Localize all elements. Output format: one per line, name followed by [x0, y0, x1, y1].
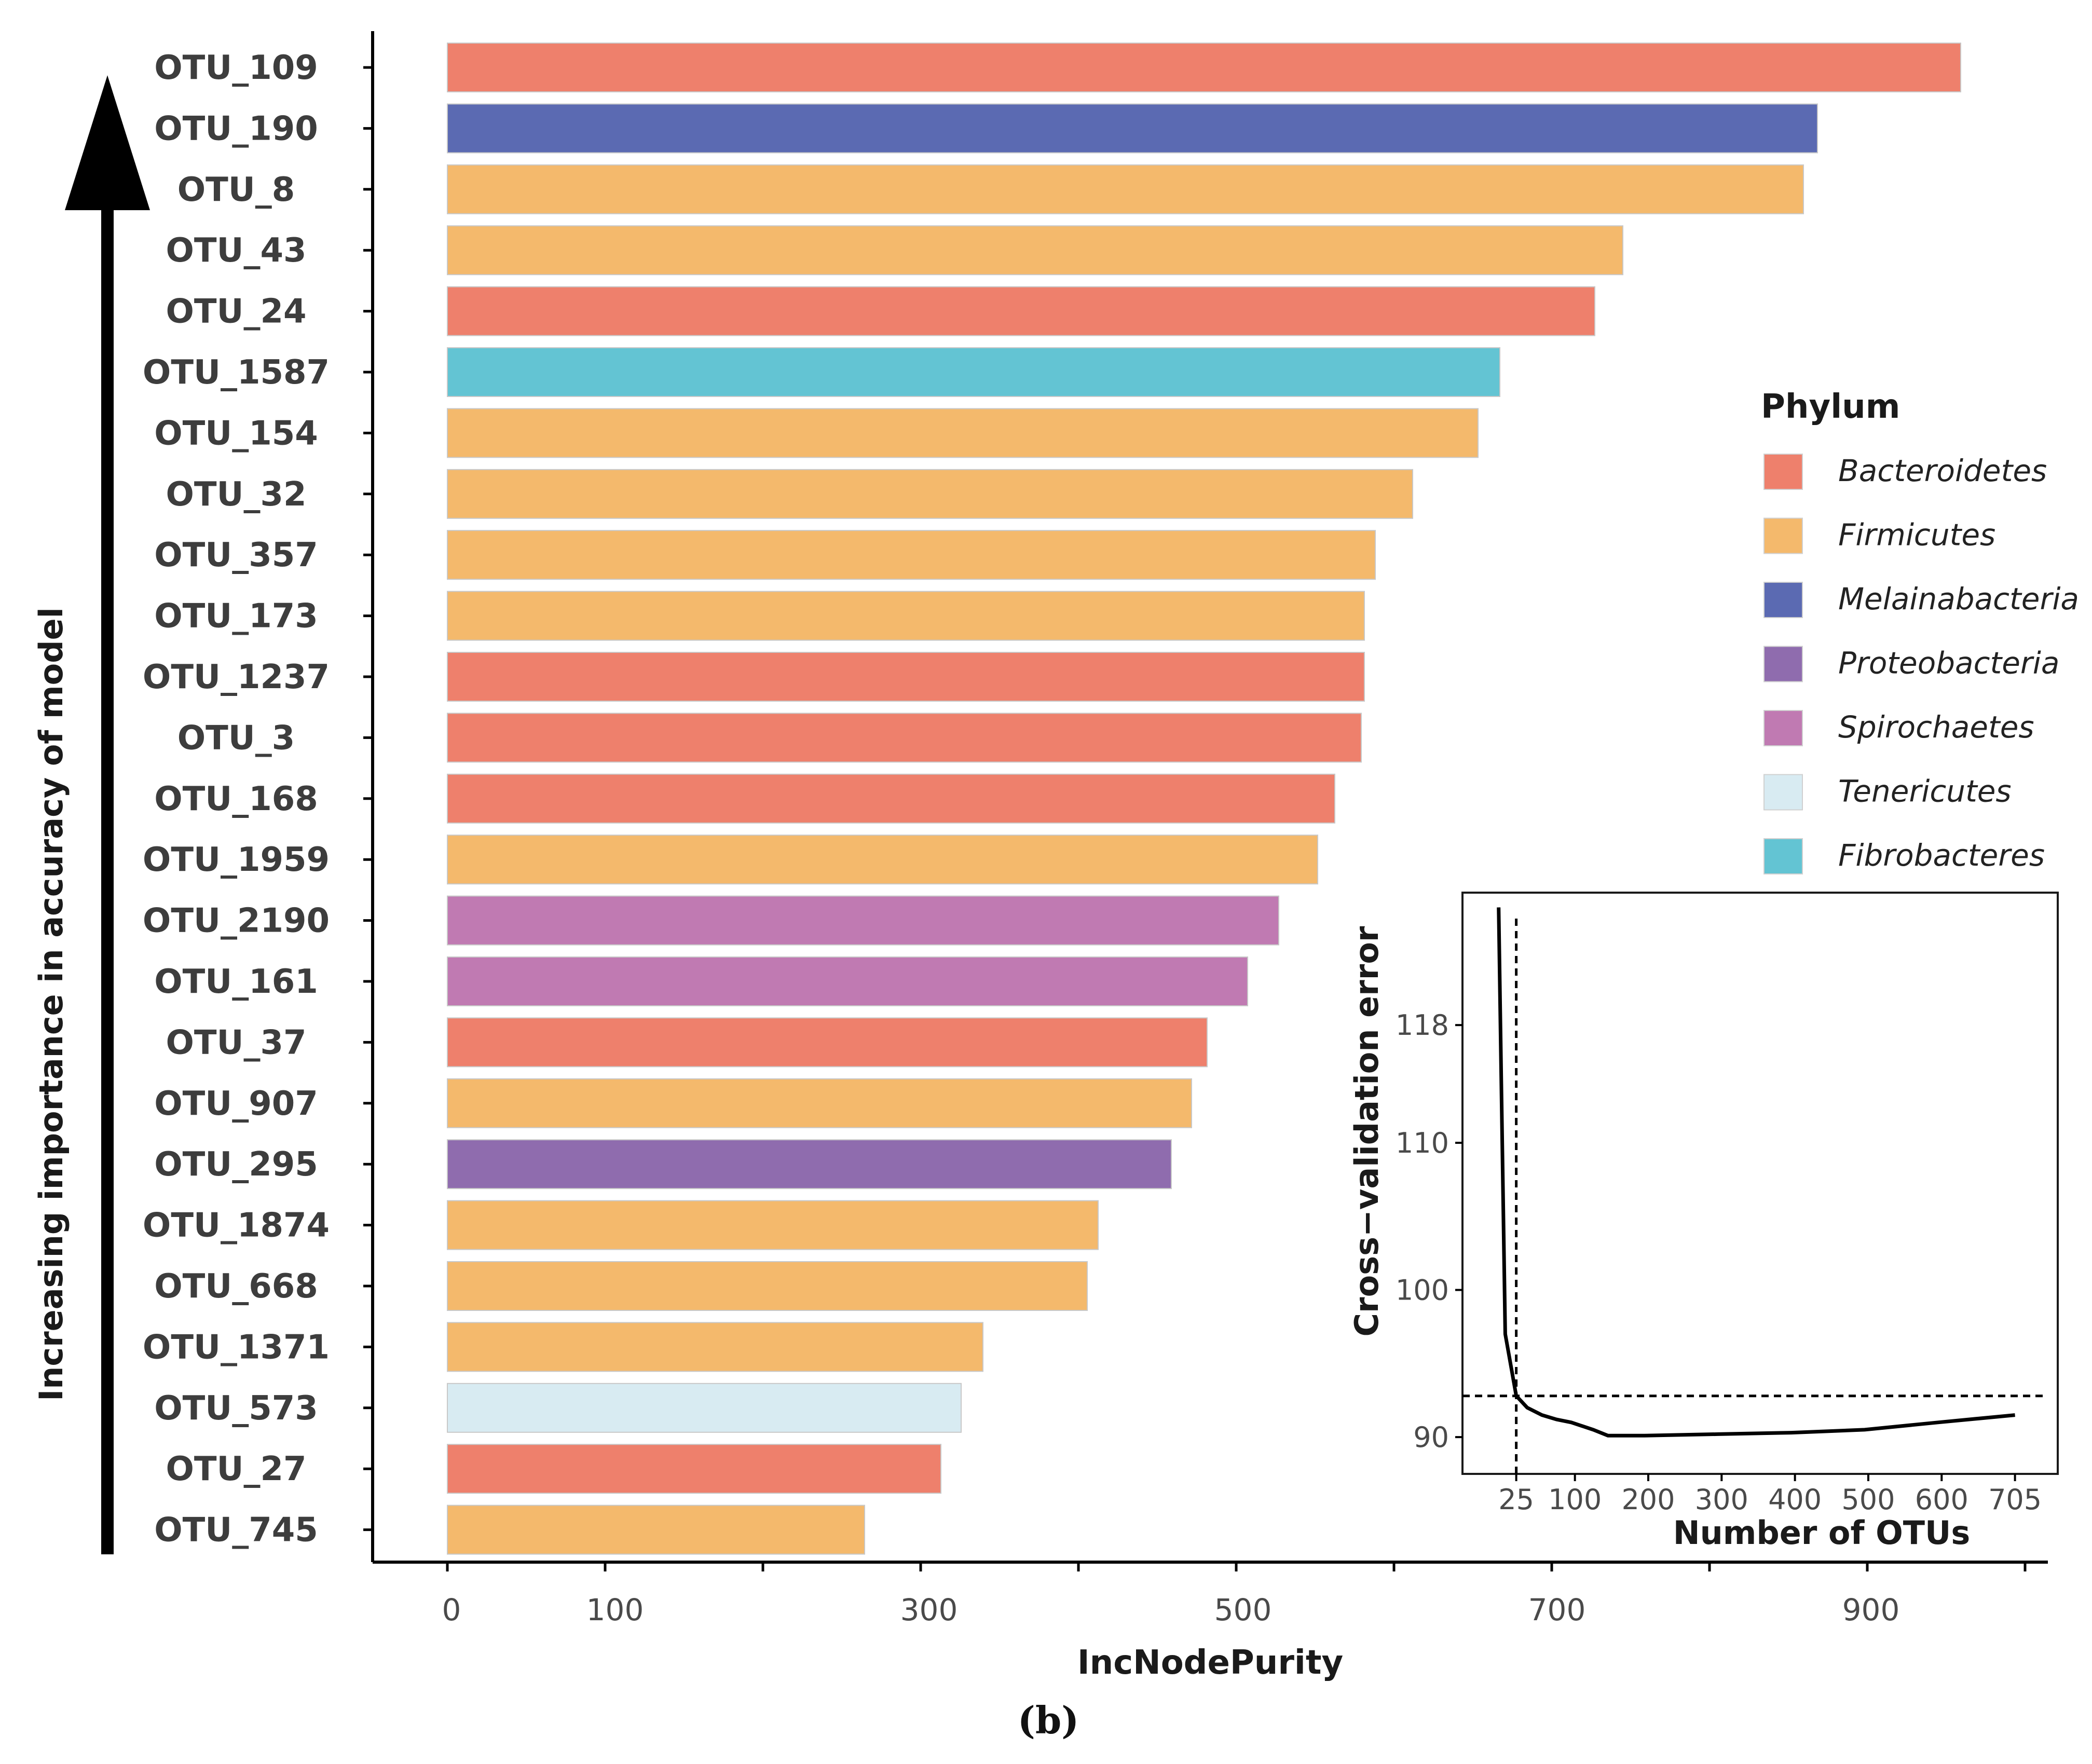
category-label: OTU_3 — [177, 719, 295, 757]
category-label: OTU_2190 — [143, 902, 330, 940]
main-axes — [371, 31, 2048, 1564]
inset-y-tick-label: 110 — [1396, 1127, 1449, 1159]
category-label: OTU_1237 — [143, 658, 330, 696]
category-label: OTU_573 — [154, 1389, 318, 1428]
bar-otu-1587 — [447, 347, 1500, 397]
legend-swatch — [1763, 646, 1803, 682]
category-label: OTU_109 — [154, 49, 318, 87]
importance-arrow — [65, 75, 150, 1554]
bar-otu-3 — [447, 713, 1362, 763]
x-axis-ticks: 0 100 300 500 700 900 — [442, 1562, 2027, 1628]
inset-plot: Number of OTUs Cross−validation error 90… — [1348, 892, 2059, 1552]
legend-swatch — [1763, 774, 1803, 811]
bar-otu-1371 — [447, 1322, 983, 1372]
category-label: OTU_190 — [154, 110, 318, 148]
category-label: OTU_1371 — [143, 1328, 330, 1366]
bar-otu-573 — [447, 1383, 962, 1433]
category-label: OTU_1959 — [143, 841, 330, 879]
inset-x-axis-title: Number of OTUs — [1673, 1514, 1971, 1552]
category-label: OTU_32 — [166, 475, 306, 514]
category-label: OTU_27 — [166, 1450, 306, 1488]
category-label: OTU_161 — [154, 963, 318, 1001]
bar-otu-1959 — [447, 835, 1318, 885]
bar-otu-37 — [447, 1017, 1208, 1068]
category-label: OTU_907 — [154, 1085, 318, 1123]
legend-swatch — [1763, 582, 1803, 618]
category-label: OTU_745 — [154, 1511, 318, 1550]
inset-x-tick-label: 25 — [1498, 1483, 1534, 1516]
category-labels: OTU_109 OTU_190 OTU_8 OTU_43 OTU_24 OTU_1587 O… — [143, 49, 373, 1550]
legend-label: Proteobacteria — [1838, 646, 2059, 681]
bar-otu-295 — [447, 1139, 1172, 1189]
bar-otu-668 — [447, 1261, 1088, 1311]
legend-swatch — [1763, 710, 1803, 746]
category-label: OTU_37 — [166, 1023, 306, 1062]
bar-otu-2190 — [447, 895, 1279, 946]
bar-otu-161 — [447, 956, 1248, 1006]
bar-otu-190 — [447, 103, 1818, 154]
inset-panel — [1461, 892, 2059, 1475]
bar-otu-154 — [447, 408, 1479, 458]
inset-x-tick-label: 300 — [1695, 1483, 1748, 1516]
legend-swatch — [1763, 454, 1803, 490]
legend-label: Spirochaetes — [1838, 709, 2034, 745]
inset-x-tick-label: 600 — [1915, 1483, 1968, 1516]
x-tick-label: 500 — [1214, 1592, 1272, 1628]
legend-label: Melainabacteria — [1838, 581, 2079, 617]
category-label: OTU_8 — [177, 171, 295, 209]
bar-otu-173 — [447, 591, 1365, 641]
x-tick-label: 700 — [1528, 1592, 1586, 1628]
legend-label: Fibrobacteres — [1838, 838, 2045, 873]
x-tick-label: 900 — [1842, 1592, 1900, 1628]
x-tick-label: 100 — [586, 1592, 644, 1628]
inset-y-tick-label: 100 — [1396, 1274, 1449, 1307]
bar-otu-1874 — [447, 1200, 1099, 1250]
legend-swatch — [1763, 838, 1803, 874]
bar-otu-27 — [447, 1444, 941, 1494]
x-axis-title: IncNodePurity — [1077, 1644, 1343, 1682]
legend-label: Firmicutes — [1838, 517, 1995, 553]
inset-x-tick-label: 100 — [1548, 1483, 1602, 1516]
inset-y-tick-label: 118 — [1396, 1009, 1449, 1042]
category-label: OTU_668 — [154, 1267, 318, 1306]
bar-otu-32 — [447, 469, 1413, 519]
legend-label: Tenericutes — [1838, 774, 2012, 809]
inset-y-axis-title: Cross−validation error — [1348, 926, 1386, 1336]
y-axis-title: Increasing importance in accuracy of mod… — [32, 607, 70, 1401]
category-label: OTU_168 — [154, 780, 318, 818]
category-label: OTU_1874 — [143, 1207, 330, 1245]
bar-otu-43 — [447, 225, 1623, 276]
bar-otu-24 — [447, 286, 1595, 336]
category-label: OTU_24 — [166, 293, 306, 331]
bar-otu-1237 — [447, 652, 1365, 702]
inset-y-tick-label: 90 — [1413, 1421, 1449, 1454]
legend-swatch — [1763, 517, 1803, 554]
category-label: OTU_173 — [154, 597, 318, 636]
category-label: OTU_357 — [154, 536, 318, 575]
category-label: OTU_295 — [154, 1145, 318, 1184]
x-tick-label: 0 — [442, 1592, 461, 1628]
category-label: OTU_43 — [166, 231, 306, 270]
bar-otu-8 — [447, 164, 1804, 214]
bar-otu-168 — [447, 773, 1335, 824]
inset-x-tick-label: 500 — [1841, 1483, 1895, 1516]
bar-otu-109 — [447, 43, 1961, 92]
legend: Phylum Bacteroidetes Firmicutes Melainabac… — [1761, 388, 2079, 874]
inset-x-tick-label: 705 — [1988, 1483, 2042, 1516]
inset-x-tick-label: 200 — [1621, 1483, 1675, 1516]
bars-group — [447, 43, 1961, 1555]
figure-caption: (b) — [1018, 1698, 1079, 1742]
category-label: OTU_154 — [154, 414, 318, 453]
legend-label: Bacteroidetes — [1838, 453, 2047, 488]
inset-x-tick-label: 400 — [1768, 1483, 1822, 1516]
bar-otu-745 — [447, 1505, 865, 1555]
cv-error-line — [1497, 907, 2015, 1438]
category-label: OTU_1587 — [143, 353, 330, 392]
bar-otu-357 — [447, 530, 1376, 580]
bar-otu-907 — [447, 1078, 1192, 1128]
x-tick-label: 300 — [900, 1592, 958, 1628]
legend-title: Phylum — [1761, 388, 1900, 426]
